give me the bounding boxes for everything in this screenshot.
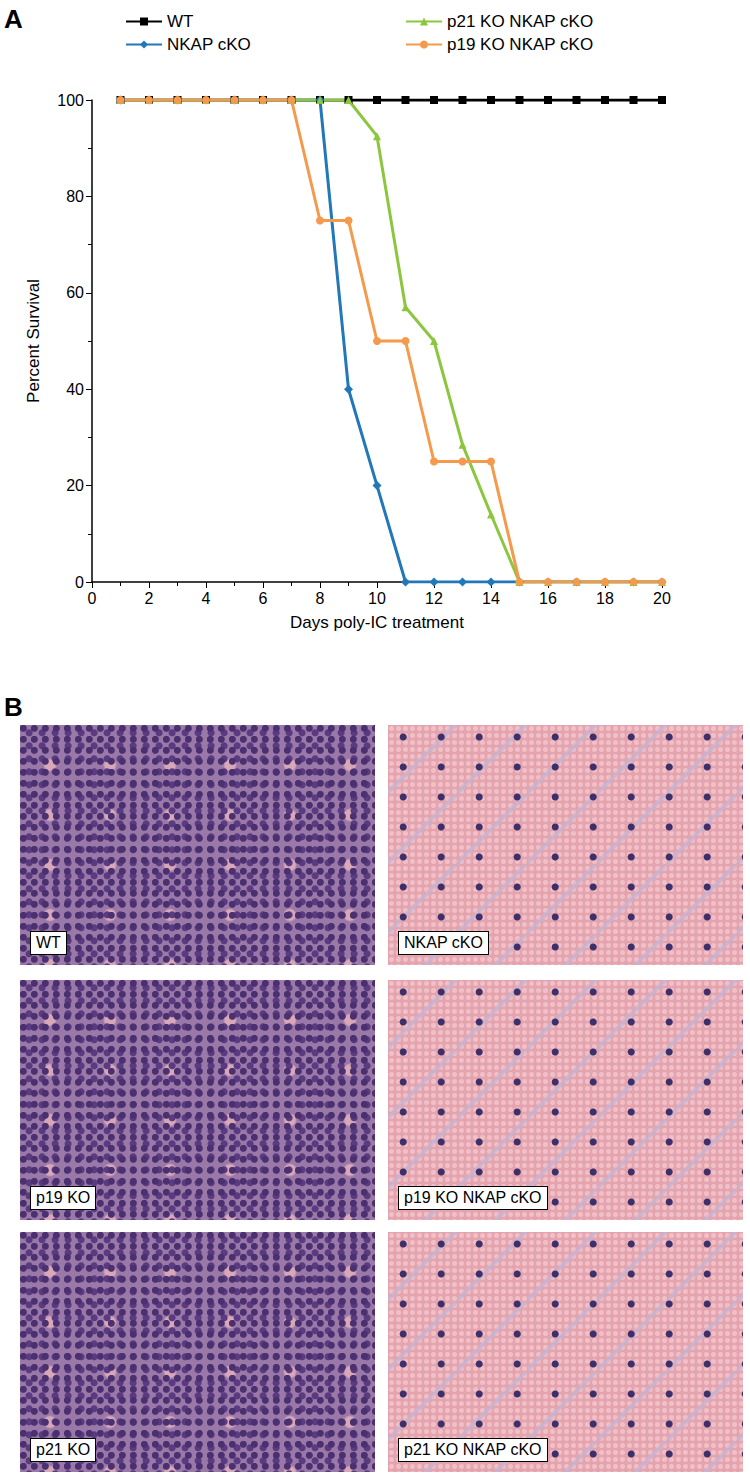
html-text:A: A xyxy=(4,4,23,34)
html-text:p21 KO: p21 KO xyxy=(36,1441,91,1458)
svg-text:10: 10 xyxy=(368,590,386,607)
svg-text:16: 16 xyxy=(539,590,557,607)
html-text:p19 KO: p19 KO xyxy=(36,1189,91,1206)
svg-text:Percent Survival: Percent Survival xyxy=(24,279,43,403)
svg-text:Days poly-IC treatment: Days poly-IC treatment xyxy=(290,613,464,632)
svg-text:NKAP cKO: NKAP cKO xyxy=(167,35,251,54)
html-text:p19 KO NKAP cKO: p19 KO NKAP cKO xyxy=(404,1189,542,1206)
html-text:B: B xyxy=(4,692,23,722)
svg-text:0: 0 xyxy=(88,590,97,607)
svg-text:8: 8 xyxy=(316,590,325,607)
svg-text:p21 KO NKAP cKO: p21 KO NKAP cKO xyxy=(447,12,593,31)
html-text:NKAP cKO: NKAP cKO xyxy=(404,934,483,951)
svg-text:40: 40 xyxy=(66,381,84,398)
svg-text:0: 0 xyxy=(75,574,84,591)
svg-text:2: 2 xyxy=(145,590,154,607)
html-text:p21 KO NKAP cKO: p21 KO NKAP cKO xyxy=(404,1441,542,1458)
svg-text:18: 18 xyxy=(596,590,614,607)
svg-text:p19 KO NKAP cKO: p19 KO NKAP cKO xyxy=(447,35,593,54)
svg-text:4: 4 xyxy=(202,590,211,607)
svg-text:20: 20 xyxy=(653,590,671,607)
svg-text:20: 20 xyxy=(66,477,84,494)
svg-text:12: 12 xyxy=(425,590,443,607)
html-text:WT: WT xyxy=(36,934,61,951)
svg-text:60: 60 xyxy=(66,284,84,301)
svg-text:100: 100 xyxy=(57,92,84,109)
svg-text:80: 80 xyxy=(66,188,84,205)
svg-text:WT: WT xyxy=(167,12,193,31)
svg-text:6: 6 xyxy=(259,590,268,607)
svg-text:14: 14 xyxy=(482,590,500,607)
